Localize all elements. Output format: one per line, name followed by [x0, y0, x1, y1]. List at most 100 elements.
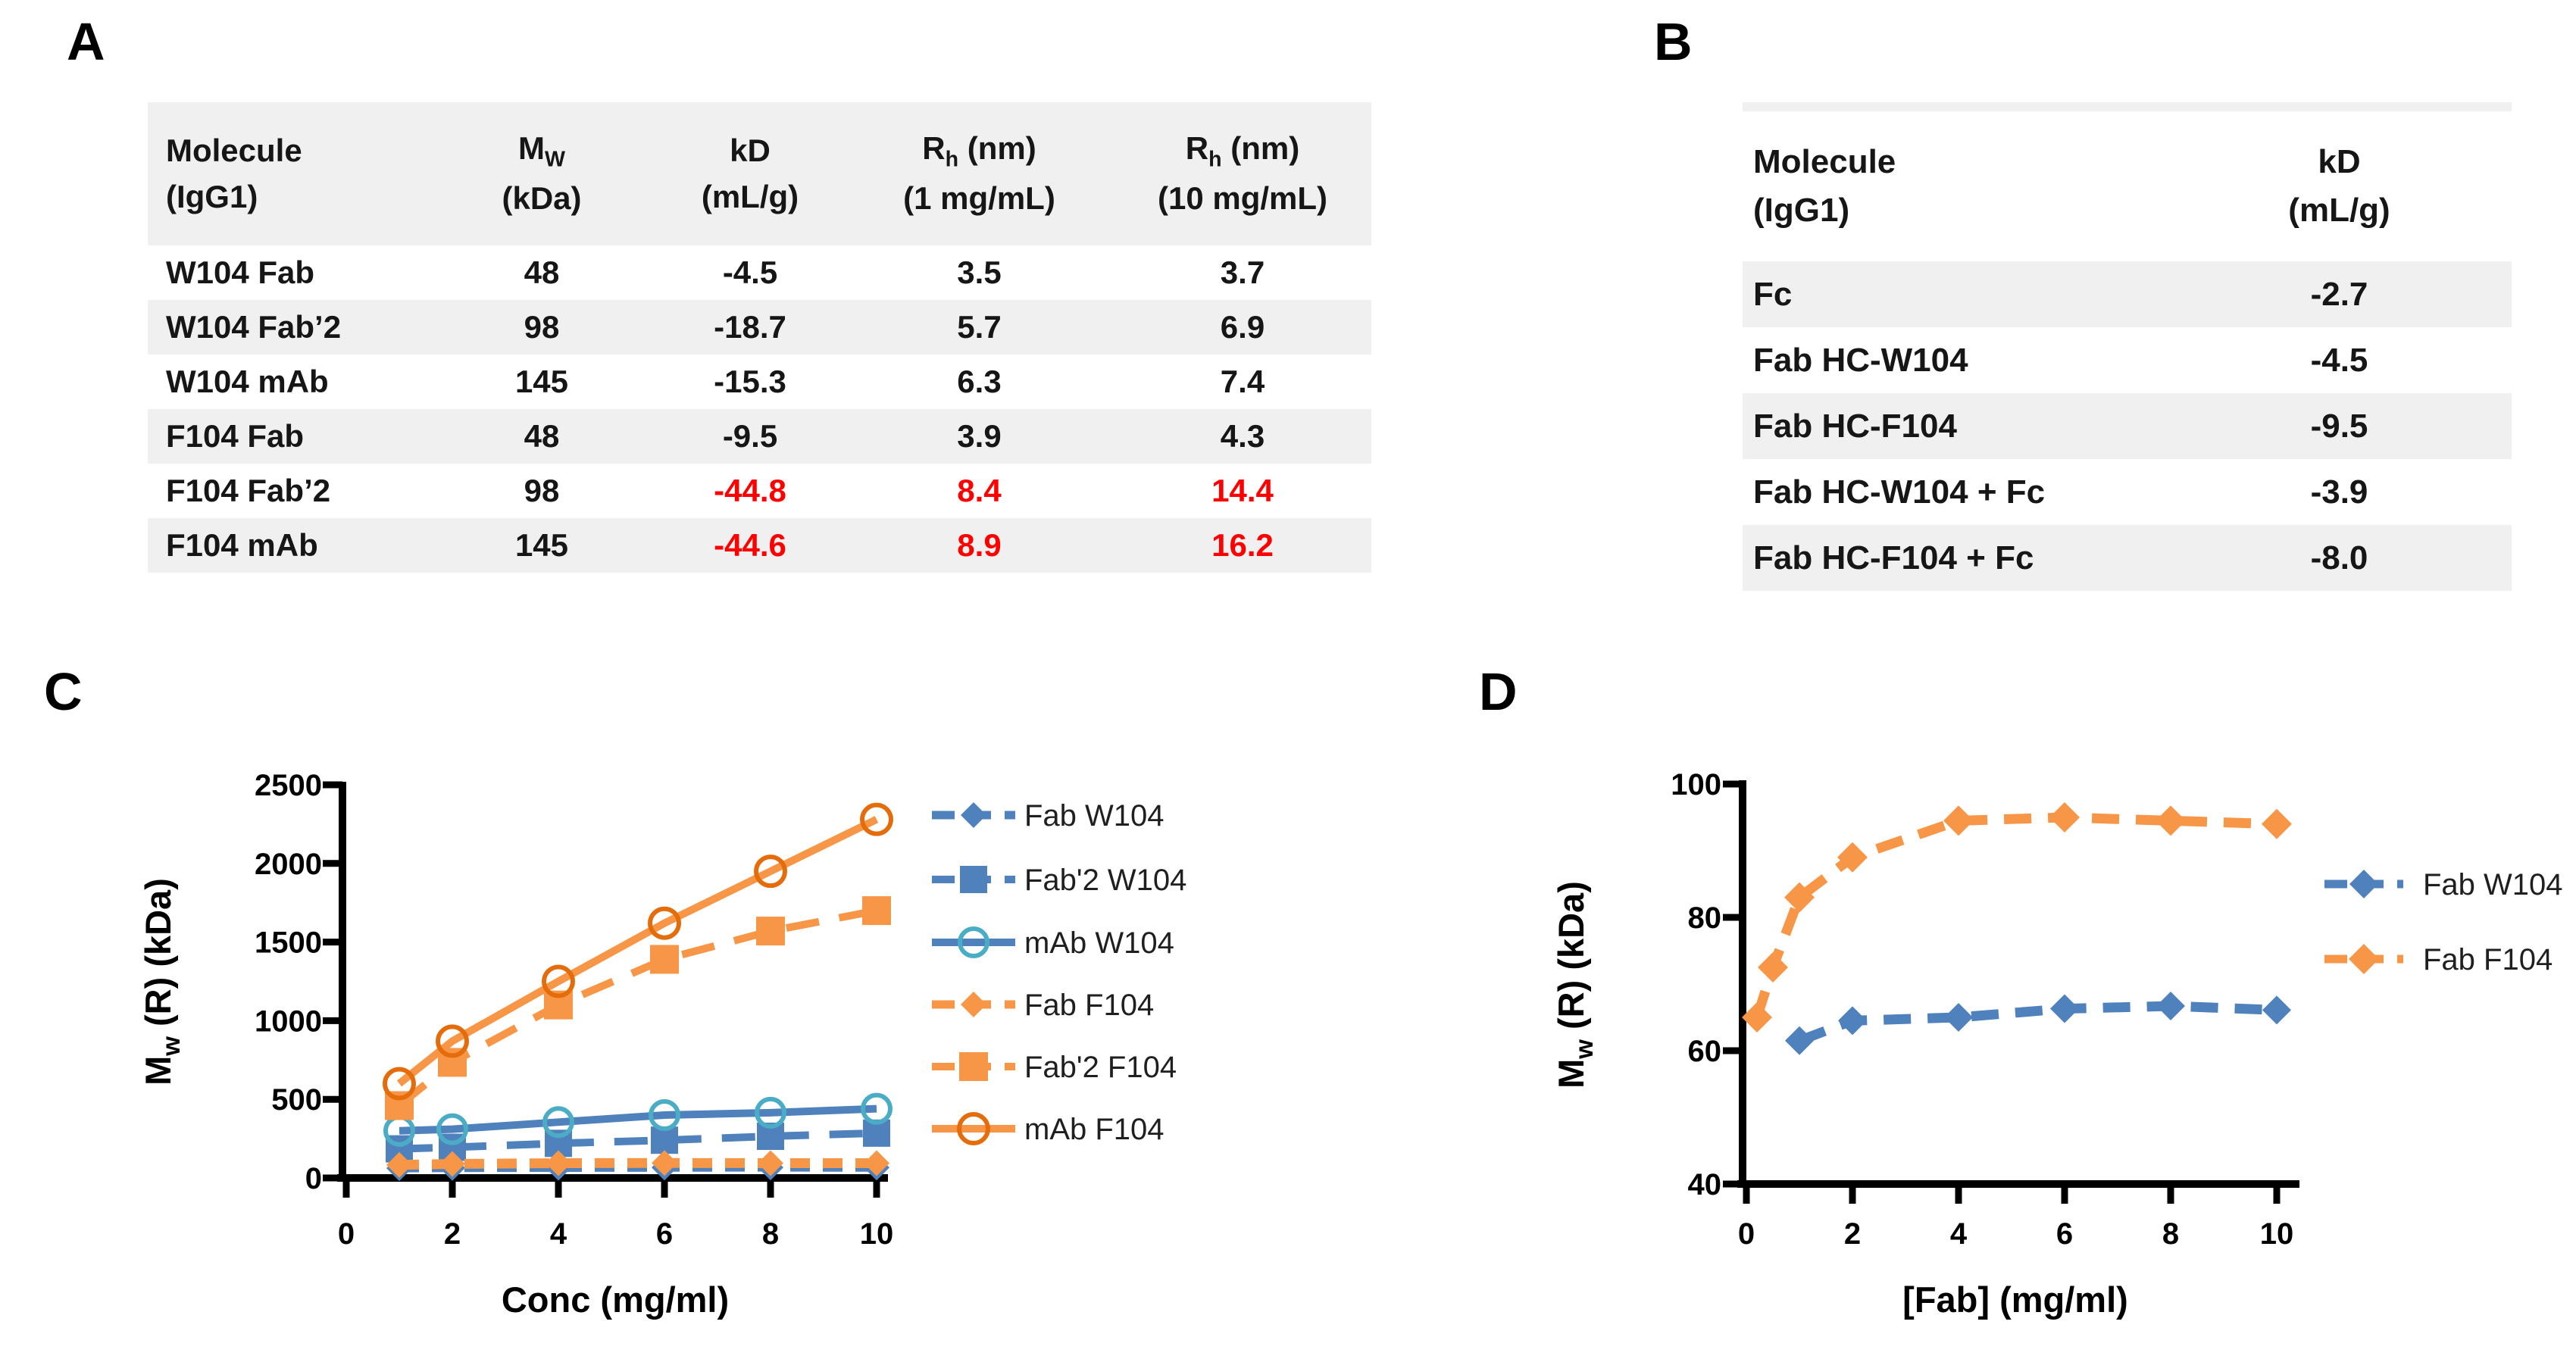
legend-label: Fab'2 F104 [1024, 1051, 1177, 1084]
series-line-fab-f104 [1752, 812, 2277, 1019]
legend-item: mAb F104 [932, 1112, 1165, 1146]
legend-label: Fab W104 [2423, 868, 2563, 901]
x-axis-title: Conc (mg/ml) [502, 1279, 729, 1320]
x-tick-label: 8 [762, 1217, 779, 1251]
cell-rh1: 3.5 [957, 255, 1002, 290]
diamond-marker [2156, 992, 2185, 1021]
x-tick-label: 6 [2056, 1217, 2073, 1251]
table-row: Fab HC-F104 -9.5 [1743, 393, 2512, 459]
legend-label: Fab W104 [1024, 799, 1165, 833]
cell-molecule: F104 Fab’2 [166, 473, 331, 508]
cell-rh1: 8.4 [957, 473, 1002, 508]
diamond-marker [961, 992, 986, 1017]
cell-rh1: 5.7 [845, 300, 1114, 355]
table-b-header-kd: kD (mL/g) [2167, 111, 2512, 261]
cell-rh10: 14.4 [1211, 473, 1274, 508]
legend-label: Fab'2 W104 [1024, 864, 1186, 897]
y-tick-label: 100 [1671, 768, 1721, 801]
table-a-header-mw: MW (kDa) [428, 102, 655, 245]
diamond-marker [1944, 1003, 1973, 1032]
y-tick-label: 2500 [255, 769, 322, 802]
cell-mw: 145 [428, 518, 655, 573]
open-circle-marker [648, 906, 681, 940]
series-line-mab-f104 [396, 816, 879, 1087]
x-tick-label: 2 [1844, 1217, 1861, 1251]
panel-d-label: D [1479, 662, 1518, 721]
open-circle-marker [436, 1113, 468, 1145]
y-axis-title: Mw (R) (kDa) [138, 878, 185, 1086]
legend-item: Fab F104 [2324, 943, 2553, 976]
diamond-marker [1838, 1006, 1867, 1036]
series-line-fab-2-w104 [399, 1129, 877, 1153]
open-circle-marker [860, 802, 893, 836]
x-axis-title: [Fab] (mg/ml) [1902, 1279, 2128, 1320]
cell-kd: -18.7 [655, 300, 845, 355]
diamond-marker [2262, 808, 2292, 839]
table-row: Fc -2.7 [1743, 261, 2512, 327]
square-marker [650, 945, 679, 974]
cell-rh10: 3.7 [1220, 255, 1265, 290]
open-circle-marker [754, 854, 787, 889]
table-a-header-kd: kD (mL/g) [655, 102, 845, 245]
cell-mw: 48 [524, 255, 560, 290]
x-tick-label: 8 [2162, 1217, 2179, 1251]
cell-rh10: 16.2 [1114, 518, 1371, 573]
cell-mw: 98 [428, 300, 655, 355]
chart-mw-vs-conc: 0 2 4 6 8 10 0 500 1000 1500 2000 2500 Fab W104 Fab'2… [138, 769, 1186, 1320]
diamond-marker [961, 802, 986, 828]
series-line-mab-w104 [399, 1104, 877, 1135]
cell-molecule: Fab HC-W104 [1753, 341, 1968, 379]
cell-kd: -3.9 [2310, 473, 2368, 511]
diamond-marker [864, 1150, 889, 1176]
table-a-header-rh10: Rh (nm) (10 mg/mL) [1114, 102, 1371, 245]
legend-item: mAb W104 [932, 926, 1174, 960]
cell-molecule: Fc [1743, 261, 2167, 327]
open-circle-marker [957, 1112, 990, 1145]
cell-molecule: Fab HC-F104 [1743, 393, 2167, 459]
diamond-marker [1943, 805, 1974, 836]
open-circle-marker [958, 926, 989, 958]
table-a-header-row: Molecule (IgG1) MW (kDa) kD (mL/g) Rh (nm)(… [148, 102, 1371, 245]
open-circle-marker [383, 1067, 416, 1101]
legend-label: Fab F104 [2423, 943, 2553, 976]
table-row: W104 Fab’2 98 -18.7 5.7 6.9 [148, 300, 1371, 355]
y-axis-title: Mw (R) (kDa) [1551, 881, 1598, 1089]
y-tick-label: 1500 [255, 926, 322, 960]
legend-item: Fab'2 W104 [932, 864, 1186, 897]
cell-molecule: W104 Fab’2 [148, 300, 428, 355]
open-circle-marker [542, 964, 575, 998]
cell-kd: -9.5 [2167, 393, 2512, 459]
series-line-fab-w104 [1797, 1001, 2277, 1045]
table-row: W104 mAb 145 -15.3 6.3 7.4 [148, 355, 1371, 409]
cell-mw: 48 [428, 409, 655, 464]
panel-a-label: A [67, 12, 105, 71]
table-b-header-molecule: Molecule (IgG1) [1743, 111, 2167, 261]
table-row: F104 mAb 145 -44.6 8.9 16.2 [148, 518, 1371, 573]
table-row: Fab HC-W104 + Fc -3.9 [1743, 459, 2512, 525]
diamond-marker [1742, 1002, 1772, 1033]
table-b-header-row: Molecule (IgG1) kD (mL/g) [1743, 111, 2512, 261]
cell-kd: -4.5 [722, 255, 778, 290]
x-tick-label: 0 [338, 1217, 355, 1251]
y-tick-label: 80 [1688, 901, 1722, 935]
panel-b-label: B [1654, 12, 1693, 71]
table-a-header-rh1: Rh (nm) (1 mg/mL) [845, 102, 1114, 245]
cell-rh10: 7.4 [1220, 364, 1265, 399]
diamond-marker [758, 1150, 783, 1176]
cell-rh1: 3.9 [845, 409, 1114, 464]
diamond-marker [1837, 842, 1868, 873]
cell-molecule: W104 mAb [166, 364, 329, 399]
diamond-marker [2349, 870, 2378, 898]
cell-kd: -15.3 [714, 364, 786, 399]
x-tick-label: 2 [444, 1217, 461, 1251]
diamond-marker [1784, 882, 1815, 913]
molecule-properties-table: Molecule (IgG1) MW (kDa) kD (mL/g) Rh (nm)(… [148, 102, 1371, 573]
cell-molecule: F104 mAb [148, 518, 428, 573]
open-circle-marker [542, 1106, 574, 1139]
table-row: F104 Fab’2 98 -44.8 8.4 14.4 [148, 464, 1371, 518]
table-b-top-strip [1743, 102, 2512, 111]
x-tick-label: 6 [656, 1217, 673, 1251]
cell-rh10: 6.9 [1114, 300, 1371, 355]
cell-kd: -8.0 [2167, 525, 2512, 591]
legend-item: Fab'2 F104 [932, 1051, 1177, 1084]
